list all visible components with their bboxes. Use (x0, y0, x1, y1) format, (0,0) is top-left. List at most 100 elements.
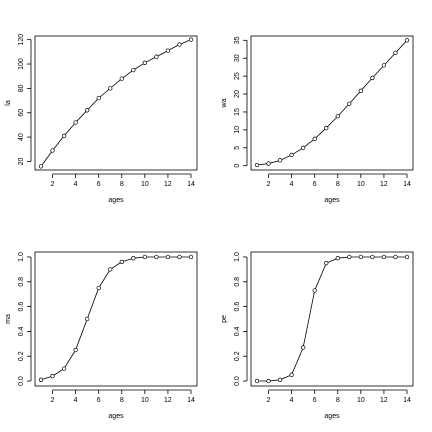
data-point (119, 259, 124, 265)
x-tick-label: 12 (164, 397, 172, 404)
data-point (324, 125, 329, 131)
x-tick-label: 10 (357, 397, 365, 404)
data-point (358, 88, 363, 93)
x-tick-label: 14 (403, 397, 411, 404)
x-tick-label: 12 (380, 181, 388, 188)
data-line (40, 39, 192, 167)
data-line (257, 256, 407, 382)
x-tick-label: 4 (290, 181, 294, 188)
data-point (312, 288, 317, 293)
data-point (347, 101, 352, 106)
y-tick-label: 25 (234, 72, 241, 80)
x-tick-label: 10 (141, 397, 149, 404)
data-point (73, 120, 78, 125)
x-tick-label: 8 (120, 397, 124, 404)
y-axis-label: wa (221, 98, 228, 108)
data-point (108, 86, 113, 91)
x-tick-label: 12 (380, 397, 388, 404)
y-tick-label: 35 (234, 36, 241, 44)
y-tick-label: 0.4 (18, 326, 25, 336)
data-point (50, 373, 55, 379)
y-axis-label: ma (5, 314, 12, 324)
data-point (312, 136, 317, 141)
data-point (142, 254, 147, 260)
data-point (301, 145, 306, 150)
data-point (358, 254, 363, 260)
y-tick-label: 1.0 (18, 252, 25, 262)
x-tick-label: 6 (97, 397, 101, 404)
plot-frame (34, 251, 198, 387)
y-tick-label: 0.6 (234, 302, 241, 312)
y-tick-label: 0.2 (18, 351, 25, 361)
data-point (154, 254, 159, 260)
data-point (61, 133, 67, 139)
y-tick-label: 0.8 (18, 277, 25, 287)
data-point (50, 148, 55, 153)
data-point (119, 76, 124, 81)
data-point (177, 42, 182, 47)
data-point (154, 54, 159, 59)
data-point (335, 256, 340, 261)
data-point (266, 378, 271, 384)
data-point (142, 60, 147, 65)
data-point (96, 285, 101, 291)
x-tick-label: 6 (97, 181, 101, 188)
data-point (254, 378, 260, 384)
x-tick-label: 12 (164, 181, 172, 188)
x-tick-label: 2 (267, 397, 271, 404)
y-tick-label: 20 (18, 157, 25, 165)
y-tick-label: 0 (234, 164, 241, 168)
data-point (38, 164, 44, 169)
data-point (165, 254, 171, 260)
y-axis-label: la (5, 100, 12, 106)
data-point (370, 254, 375, 260)
x-tick-label: 2 (267, 181, 271, 188)
data-point (393, 254, 398, 260)
data-point (254, 162, 260, 168)
data-point (335, 114, 340, 119)
y-tick-label: 1.0 (234, 252, 241, 262)
y-tick-label: 100 (18, 58, 25, 70)
plot-frame (250, 251, 414, 387)
data-point (266, 161, 271, 166)
y-tick-label: 0.0 (234, 376, 241, 386)
x-tick-label: 6 (313, 181, 317, 188)
data-point (131, 256, 136, 261)
y-tick-label: 40 (18, 133, 25, 141)
x-tick-label: 10 (357, 181, 365, 188)
data-point (277, 377, 283, 382)
y-tick-label: 60 (18, 109, 25, 117)
data-point (96, 95, 101, 101)
data-point (381, 254, 387, 260)
x-tick-label: 8 (336, 181, 340, 188)
x-axis-label: ages (324, 197, 340, 204)
x-tick-label: 14 (403, 181, 411, 188)
plot-frame (250, 35, 414, 171)
data-point (347, 254, 352, 260)
y-tick-label: 10 (234, 126, 241, 134)
data-point (277, 158, 283, 163)
x-tick-label: 4 (74, 181, 78, 188)
x-axis-label: ages (108, 197, 124, 204)
data-point (404, 38, 410, 43)
plot-frame (34, 35, 198, 171)
x-tick-label: 8 (120, 181, 124, 188)
data-point (393, 50, 398, 55)
data-point (289, 372, 294, 377)
data-point (73, 347, 78, 353)
y-tick-label: 80 (18, 84, 25, 92)
x-tick-label: 6 (313, 397, 317, 404)
x-axis-label: ages (108, 413, 124, 420)
data-point (188, 37, 194, 42)
data-point (370, 75, 375, 81)
y-tick-label: 0.4 (234, 326, 241, 336)
x-axis-label: ages (324, 413, 340, 420)
x-tick-label: 14 (187, 181, 195, 188)
x-tick-label: 4 (290, 397, 294, 404)
y-tick-label: 30 (234, 54, 241, 62)
data-point (188, 254, 194, 260)
data-point (61, 366, 67, 371)
y-tick-label: 15 (234, 108, 241, 116)
data-point (289, 152, 294, 158)
